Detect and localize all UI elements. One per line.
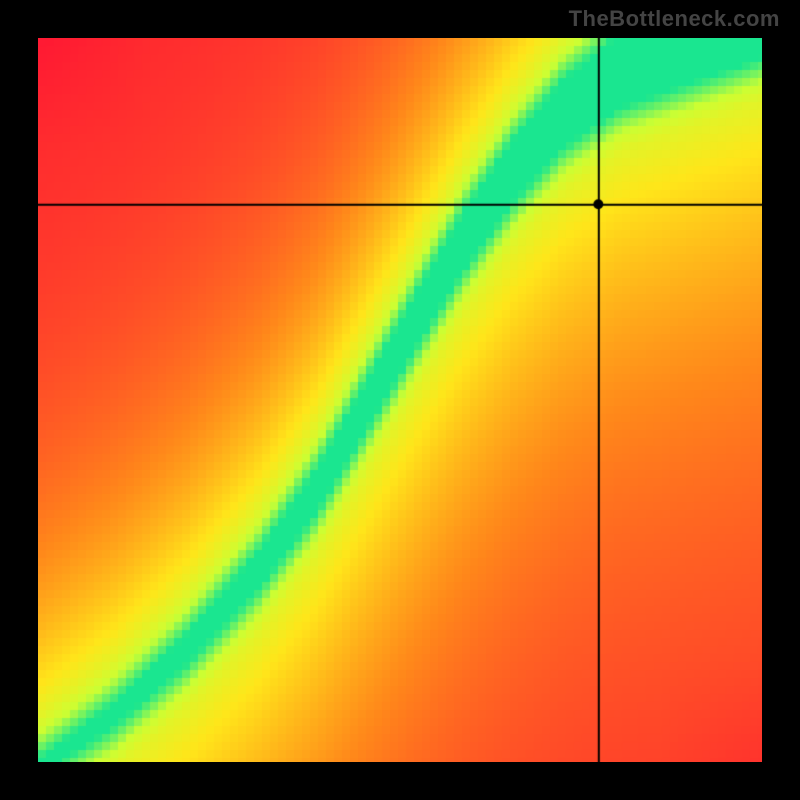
chart-container: TheBottleneck.com <box>0 0 800 800</box>
watermark-text: TheBottleneck.com <box>569 6 780 32</box>
bottleneck-heatmap <box>38 38 762 762</box>
